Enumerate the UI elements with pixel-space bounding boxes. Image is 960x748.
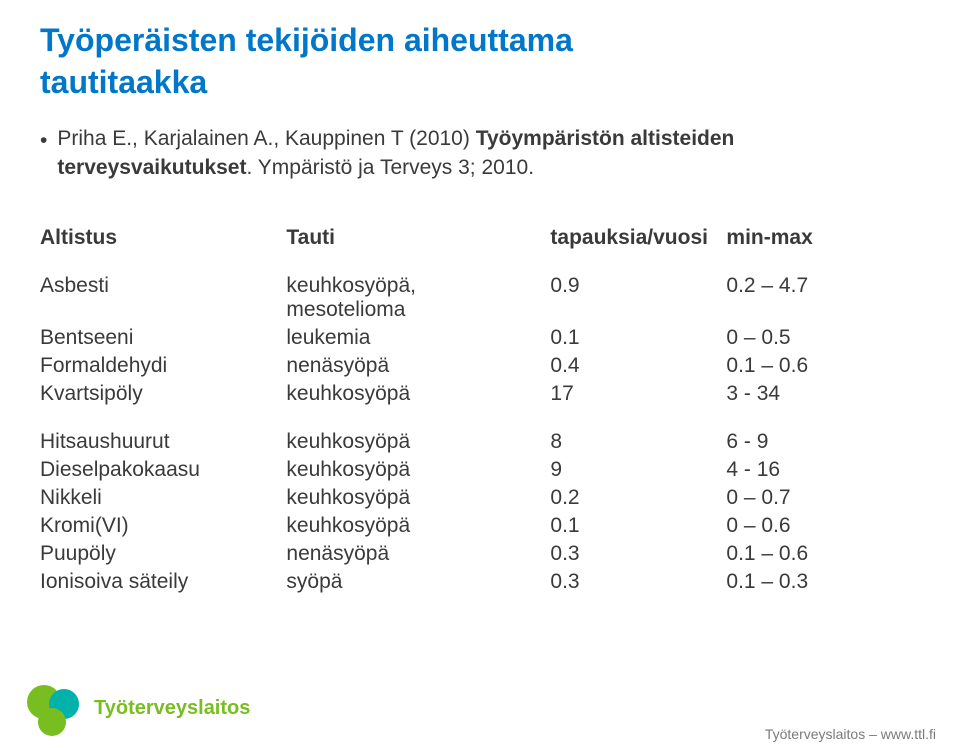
logo-text: Työterveyslaitos	[94, 697, 250, 720]
cell-d: 0.2 – 4.7	[726, 272, 920, 324]
cell-d: 0 – 0.5	[726, 324, 920, 352]
cell-d: 0 – 0.6	[726, 512, 920, 540]
header-altistus: Altistus	[40, 224, 286, 272]
slide: Työperäisten tekijöiden aiheuttama tauti…	[0, 0, 960, 748]
cell-c: 0.9	[550, 272, 726, 324]
cell-c: 17	[550, 380, 726, 408]
title-line1: Työperäisten tekijöiden aiheuttama	[40, 22, 573, 58]
table-row: Formaldehydinenäsyöpä0.40.1 – 0.6	[40, 352, 920, 380]
cell-c: 8	[550, 408, 726, 456]
cell-a: Kvartsipöly	[40, 380, 286, 408]
cell-d: 0 – 0.7	[726, 484, 920, 512]
cell-d: 0.1 – 0.6	[726, 352, 920, 380]
subtitle-prefix: Priha E., Karjalainen A., Kauppinen T (2…	[57, 127, 475, 150]
header-minmax: min-max	[726, 224, 920, 272]
cell-d: 6 - 9	[726, 408, 920, 456]
cell-d: 4 - 16	[726, 456, 920, 484]
header-tauti: Tauti	[286, 224, 550, 272]
table-row: Kromi(VI)keuhkosyöpä0.10 – 0.6	[40, 512, 920, 540]
cell-a: Bentseeni	[40, 324, 286, 352]
subtitle-suffix: . Ympäristö ja Terveys 3; 2010.	[246, 156, 534, 179]
logo-mark	[22, 678, 82, 738]
footer: Työterveyslaitos – www.ttl.fi	[765, 726, 936, 742]
cell-a: Formaldehydi	[40, 352, 286, 380]
cell-b: keuhkosyöpä	[286, 456, 550, 484]
table-row: Puupölynenäsyöpä0.30.1 – 0.6	[40, 540, 920, 568]
subtitle-text: Priha E., Karjalainen A., Kauppinen T (2…	[57, 125, 920, 182]
table-header-row: Altistus Tauti tapauksia/vuosi min-max	[40, 224, 920, 272]
cell-d: 3 - 34	[726, 380, 920, 408]
cell-b: keuhkosyöpä	[286, 408, 550, 456]
cell-c: 0.3	[550, 540, 726, 568]
cell-c: 0.3	[550, 568, 726, 596]
cell-c: 9	[550, 456, 726, 484]
title-line2: tautitaakka	[40, 64, 207, 100]
data-table: Altistus Tauti tapauksia/vuosi min-max A…	[40, 224, 920, 596]
page-title: Työperäisten tekijöiden aiheuttama tauti…	[40, 20, 920, 103]
cell-b: nenäsyöpä	[286, 352, 550, 380]
logo: Työterveyslaitos	[22, 678, 250, 738]
header-tapauksia: tapauksia/vuosi	[550, 224, 726, 272]
cell-b: syöpä	[286, 568, 550, 596]
table-row: Dieselpakokaasukeuhkosyöpä94 - 16	[40, 456, 920, 484]
table-row: Nikkelikeuhkosyöpä0.20 – 0.7	[40, 484, 920, 512]
cell-b: nenäsyöpä	[286, 540, 550, 568]
cell-c: 0.2	[550, 484, 726, 512]
cell-c: 0.1	[550, 512, 726, 540]
cell-a: Nikkeli	[40, 484, 286, 512]
table-row: Ionisoiva säteilysyöpä0.30.1 – 0.3	[40, 568, 920, 596]
cell-b: keuhkosyöpä	[286, 380, 550, 408]
table-row: Kvartsipölykeuhkosyöpä173 - 34	[40, 380, 920, 408]
cell-b: leukemia	[286, 324, 550, 352]
cell-c: 0.4	[550, 352, 726, 380]
cell-b: keuhkosyöpä,mesotelioma	[286, 272, 550, 324]
data-table-wrap: Altistus Tauti tapauksia/vuosi min-max A…	[40, 224, 920, 596]
bullet: •	[40, 127, 47, 155]
cell-a: Asbesti	[40, 272, 286, 324]
table-row: Hitsaushuurutkeuhkosyöpä86 - 9	[40, 408, 920, 456]
cell-a: Hitsaushuurut	[40, 408, 286, 456]
cell-a: Ionisoiva säteily	[40, 568, 286, 596]
cell-d: 0.1 – 0.6	[726, 540, 920, 568]
cell-b: keuhkosyöpä	[286, 484, 550, 512]
cell-a: Puupöly	[40, 540, 286, 568]
cell-d: 0.1 – 0.3	[726, 568, 920, 596]
table-row: Bentseenileukemia0.10 – 0.5	[40, 324, 920, 352]
cell-a: Dieselpakokaasu	[40, 456, 286, 484]
cell-b: keuhkosyöpä	[286, 512, 550, 540]
table-row: Asbestikeuhkosyöpä,mesotelioma0.90.2 – 4…	[40, 272, 920, 324]
cell-c: 0.1	[550, 324, 726, 352]
subtitle: • Priha E., Karjalainen A., Kauppinen T …	[40, 125, 920, 182]
cell-a: Kromi(VI)	[40, 512, 286, 540]
